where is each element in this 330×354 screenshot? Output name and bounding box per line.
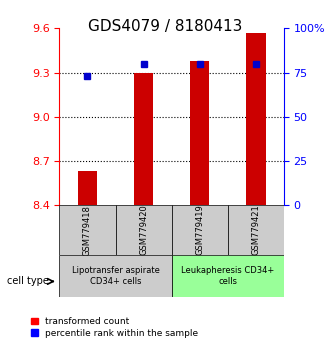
Bar — [78, 171, 97, 205]
Bar — [134, 73, 153, 205]
Bar — [228, 205, 284, 255]
Text: Lipotransfer aspirate
CD34+ cells: Lipotransfer aspirate CD34+ cells — [72, 267, 159, 286]
Legend: transformed count, percentile rank within the sample: transformed count, percentile rank withi… — [31, 317, 198, 338]
Text: cell type: cell type — [7, 276, 49, 286]
Bar — [59, 205, 116, 255]
Bar — [172, 205, 228, 255]
Text: GSM779419: GSM779419 — [195, 205, 204, 256]
Bar — [246, 33, 266, 205]
Text: GDS4079 / 8180413: GDS4079 / 8180413 — [88, 19, 242, 34]
Bar — [115, 205, 172, 255]
Text: GSM779421: GSM779421 — [251, 205, 260, 256]
Bar — [190, 61, 210, 205]
Text: Leukapheresis CD34+
cells: Leukapheresis CD34+ cells — [181, 267, 274, 286]
Bar — [59, 255, 172, 297]
Bar — [172, 255, 284, 297]
Text: GSM779418: GSM779418 — [83, 205, 92, 256]
Text: GSM779420: GSM779420 — [139, 205, 148, 256]
